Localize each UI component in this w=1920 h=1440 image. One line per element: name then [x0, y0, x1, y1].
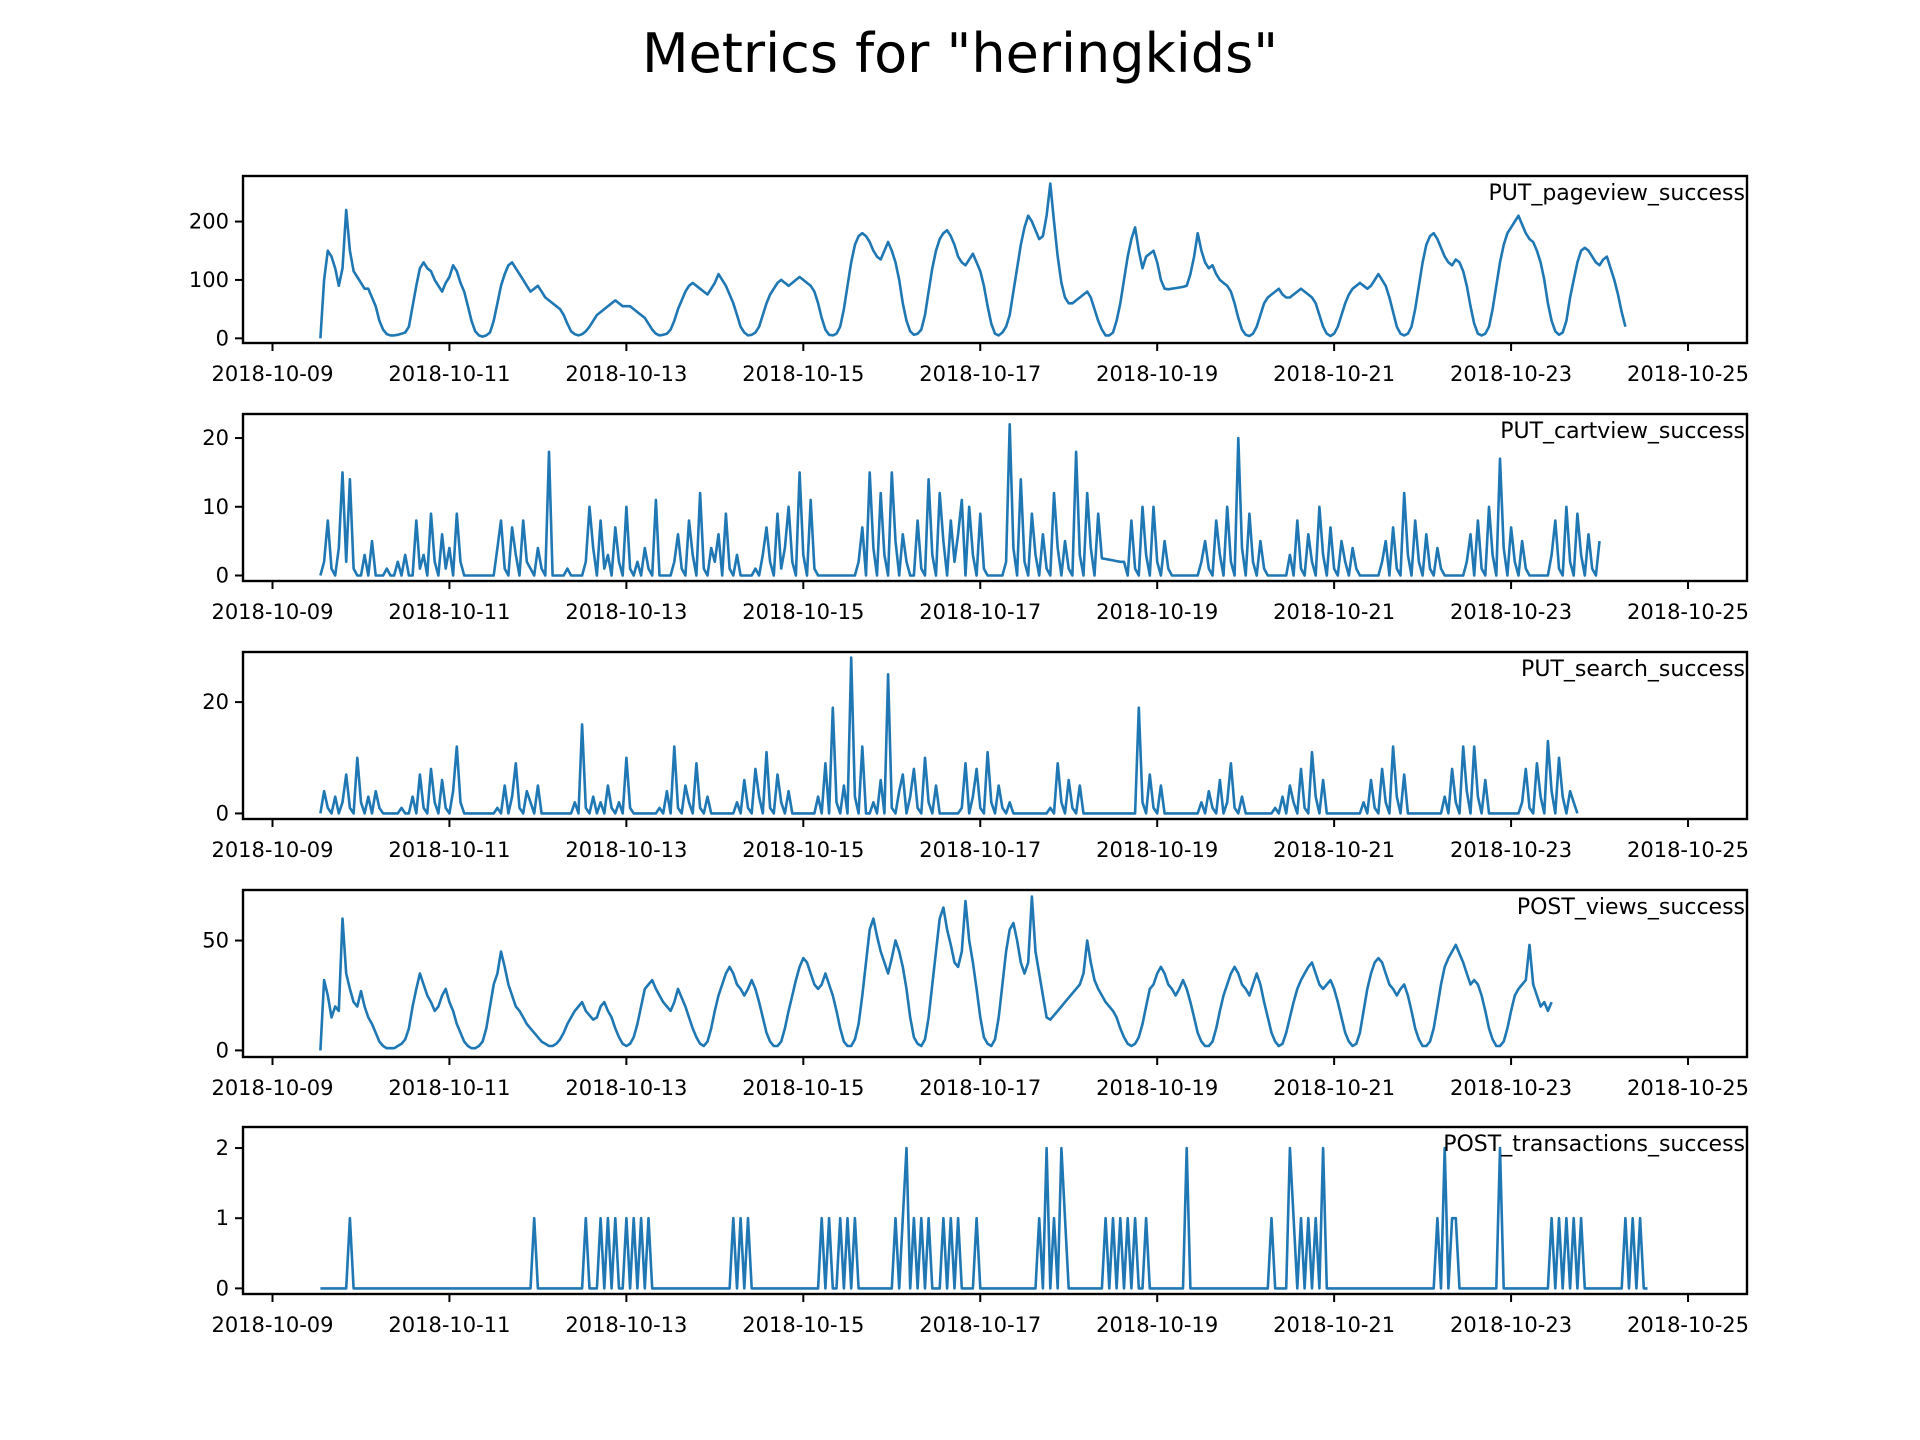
axes-frame	[241, 650, 1749, 821]
x-tick-label: 2018-10-09	[211, 600, 333, 624]
y-tick-label: 0	[216, 564, 229, 588]
panel-POST_transactions_success: POST_transactions_success 0 1 2 2018-10-09 20…	[211, 1125, 1749, 1337]
y-tick-label: 100	[189, 268, 229, 292]
figure-title: Metrics for "heringkids"	[642, 22, 1278, 85]
x-tick-label: 2018-10-13	[565, 600, 687, 624]
x-tick-label: 2018-10-13	[565, 362, 687, 386]
series-line-PUT_pageview_success	[319, 182, 1627, 339]
x-tick-label: 2018-10-17	[919, 1313, 1041, 1337]
x-tick-label: 2018-10-19	[1096, 600, 1218, 624]
x-tick-label: 2018-10-21	[1273, 362, 1395, 386]
axes-frame	[241, 174, 1749, 345]
x-tick-label: 2018-10-11	[388, 600, 510, 624]
y-tick-label: 0	[216, 1276, 229, 1300]
x-tick-label: 2018-10-23	[1450, 1313, 1572, 1337]
series-label: PUT_cartview_success	[1500, 419, 1745, 444]
x-tick-label: 2018-10-23	[1450, 600, 1572, 624]
series-label: PUT_search_success	[1521, 657, 1745, 682]
x-tick-label: 2018-10-09	[211, 1076, 333, 1100]
x-tick-label: 2018-10-23	[1450, 1076, 1572, 1100]
x-tick-label: 2018-10-15	[742, 600, 864, 624]
x-tick-label: 2018-10-19	[1096, 362, 1218, 386]
y-tick-label: 0	[216, 326, 229, 350]
series-line-PUT_search_success	[319, 656, 1579, 815]
x-tick-label: 2018-10-19	[1096, 1313, 1218, 1337]
x-tick-label: 2018-10-11	[388, 1313, 510, 1337]
x-tick-label: 2018-10-25	[1627, 600, 1749, 624]
x-tick-label: 2018-10-15	[742, 1313, 864, 1337]
x-tick-label: 2018-10-15	[742, 838, 864, 862]
y-tick-label: 10	[202, 495, 229, 519]
y-tick-label: 200	[189, 210, 229, 234]
x-tick-label: 2018-10-23	[1450, 838, 1572, 862]
panel-PUT_search_success: PUT_search_success 0 20 2018-10-09 2018-10-1…	[202, 650, 1749, 862]
series-line-PUT_cartview_success	[319, 423, 1601, 577]
x-tick-label: 2018-10-25	[1627, 362, 1749, 386]
x-tick-label: 2018-10-21	[1273, 1076, 1395, 1100]
y-tick-label: 20	[202, 690, 229, 714]
axes-frame	[241, 1125, 1749, 1296]
panel-POST_views_success: POST_views_success 0 50 2018-10-09 2018-10-1…	[202, 888, 1749, 1100]
x-tick-label: 2018-10-25	[1627, 838, 1749, 862]
panel-PUT_pageview_success: PUT_pageview_success 0 100 200 2018-10-09 201…	[189, 174, 1749, 386]
series-label: POST_views_success	[1517, 895, 1745, 920]
y-tick-label: 0	[216, 1038, 229, 1062]
panel-PUT_cartview_success: PUT_cartview_success 0 10 20 2018-10-09 2018-…	[202, 412, 1749, 624]
y-tick-label: 2	[216, 1136, 229, 1160]
x-tick-label: 2018-10-25	[1627, 1313, 1749, 1337]
axes-frame	[241, 888, 1749, 1059]
x-tick-label: 2018-10-15	[742, 1076, 864, 1100]
y-tick-label: 50	[202, 929, 229, 953]
x-tick-label: 2018-10-09	[211, 362, 333, 386]
series-label: POST_transactions_success	[1443, 1132, 1745, 1157]
x-tick-label: 2018-10-21	[1273, 838, 1395, 862]
y-tick-label: 0	[216, 801, 229, 825]
x-tick-label: 2018-10-11	[388, 1076, 510, 1100]
x-tick-label: 2018-10-19	[1096, 1076, 1218, 1100]
series-line-POST_transactions_success	[320, 1146, 1648, 1290]
series-line-POST_views_success	[319, 895, 1553, 1051]
x-tick-label: 2018-10-23	[1450, 362, 1572, 386]
x-tick-label: 2018-10-15	[742, 362, 864, 386]
x-tick-label: 2018-10-11	[388, 362, 510, 386]
x-tick-label: 2018-10-17	[919, 600, 1041, 624]
x-tick-label: 2018-10-19	[1096, 838, 1218, 862]
y-tick-label: 20	[202, 426, 229, 450]
axes-frame	[241, 412, 1749, 583]
x-tick-label: 2018-10-17	[919, 362, 1041, 386]
x-tick-label: 2018-10-09	[211, 838, 333, 862]
x-tick-label: 2018-10-25	[1627, 1076, 1749, 1100]
x-tick-label: 2018-10-11	[388, 838, 510, 862]
x-tick-label: 2018-10-13	[565, 1076, 687, 1100]
series-label: PUT_pageview_success	[1489, 181, 1745, 206]
x-tick-label: 2018-10-21	[1273, 600, 1395, 624]
x-tick-label: 2018-10-13	[565, 1313, 687, 1337]
y-tick-label: 1	[216, 1206, 229, 1230]
x-tick-label: 2018-10-17	[919, 1076, 1041, 1100]
x-tick-label: 2018-10-09	[211, 1313, 333, 1337]
x-tick-label: 2018-10-17	[919, 838, 1041, 862]
x-tick-label: 2018-10-21	[1273, 1313, 1395, 1337]
x-tick-label: 2018-10-13	[565, 838, 687, 862]
